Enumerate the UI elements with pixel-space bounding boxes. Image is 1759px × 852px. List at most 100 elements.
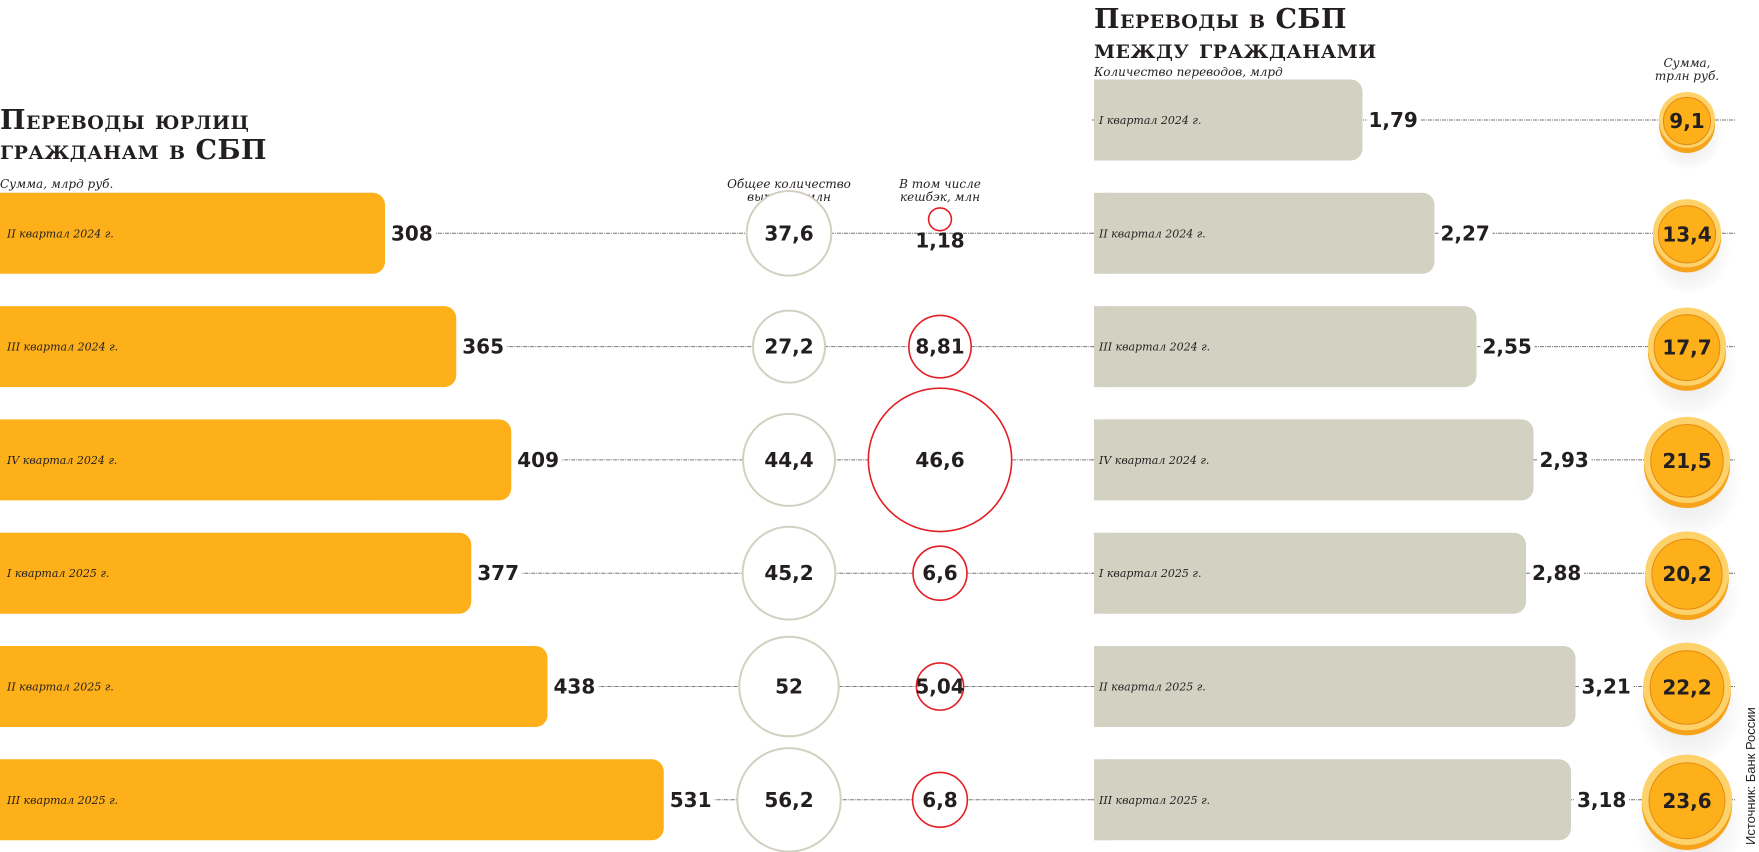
bar-value-label: 3,21 [1582, 675, 1631, 699]
value-label-bg [515, 447, 562, 472]
bar-category-label: III квартал 2025 г. [1098, 794, 1210, 807]
value-label-bg [389, 221, 435, 246]
title-line: Переводы в СБП [1094, 4, 1347, 35]
coin-face [1648, 762, 1726, 840]
cashback-bubble [927, 207, 953, 232]
value-label-bg [460, 334, 507, 359]
bar-left-edge [1094, 532, 1108, 614]
bar [0, 759, 664, 841]
value-label-bg [1579, 674, 1634, 699]
bar [1094, 419, 1534, 501]
total-payments-value: 27,2 [764, 335, 813, 359]
bar-value-label: 308 [391, 221, 433, 245]
bar-left-edge [1094, 306, 1108, 388]
coin-value: 21,5 [1662, 449, 1711, 473]
coin-face [1662, 96, 1712, 146]
title-line: гражданам в СБП [0, 135, 268, 166]
bar-left-edge [1094, 79, 1108, 161]
bar-category-label: I квартал 2024 г. [1098, 114, 1201, 127]
total-payments-value: 37,6 [764, 221, 813, 245]
bar-value-label: 438 [554, 675, 596, 699]
bar-category-label: III квартал 2024 г. [1098, 341, 1210, 354]
right-chart-title: Переводы в СБП между гражданами [1094, 5, 1377, 65]
bar-value-label: 531 [670, 788, 712, 812]
total-payments-value: 45,2 [764, 561, 813, 585]
value-label-bg [667, 787, 714, 812]
bar-category-label: II квартал 2024 г. [6, 227, 114, 240]
bar [1094, 532, 1526, 614]
cashback-value: 5,04 [915, 675, 964, 699]
coin-face [1657, 205, 1717, 264]
coin-sum-label: Сумма, трлн руб. [1637, 57, 1737, 83]
bar [0, 646, 548, 727]
value-label-bg [1438, 221, 1493, 246]
coin-value: 20,2 [1662, 562, 1711, 586]
cashback-value: 6,6 [922, 561, 957, 585]
value-label-bg [551, 674, 598, 699]
bar-category-label: III квартал 2024 г. [6, 341, 118, 354]
bar-value-label: 1,79 [1369, 108, 1418, 132]
title-line: между гражданами [1094, 34, 1377, 65]
bar [0, 532, 472, 614]
cashback-value: 46,6 [915, 448, 964, 472]
bar [1094, 646, 1576, 727]
coin-value: 23,6 [1662, 789, 1711, 813]
total-payments-bubble [752, 309, 826, 384]
cashback-bubble [908, 314, 972, 379]
coin-face [1651, 538, 1723, 610]
bar-category-label: III квартал 2025 г. [6, 794, 118, 807]
bar-value-label: 2,93 [1540, 448, 1589, 472]
label-line: В том числе [899, 177, 981, 191]
value-label-bg [1575, 787, 1629, 812]
bar-left-edge [1094, 759, 1108, 841]
source-note: Источник: Банк России [1743, 707, 1758, 845]
bar-category-label: IV квартал 2024 г. [6, 454, 117, 467]
bar-value-label: 2,27 [1441, 221, 1490, 245]
value-label-bg [475, 561, 522, 586]
bar-value-label: 2,88 [1532, 561, 1581, 585]
total-payments-bubble [742, 412, 836, 507]
bar [0, 192, 385, 274]
bar [0, 419, 512, 501]
bar-value-label: 409 [517, 448, 559, 472]
bar-left-edge [1094, 192, 1108, 274]
cashback-bubble [915, 662, 965, 711]
cashback-bubble [867, 387, 1013, 533]
cashback-value: 6,8 [922, 788, 957, 812]
bar-value-label: 377 [477, 561, 519, 585]
left-chart-title: Переводы юрлиц гражданам в СБП [0, 106, 267, 166]
cashback-value: 8,81 [915, 335, 964, 359]
total-payments-value: 44,4 [764, 448, 813, 472]
bar-left-edge [1094, 419, 1108, 501]
bar-category-label: IV квартал 2024 г. [1098, 454, 1209, 467]
coin-value: 22,2 [1662, 676, 1711, 700]
cashback-label: В том числе кешбэк, млн [870, 178, 1010, 204]
bar [1094, 759, 1571, 841]
total-payments-bubble [745, 189, 833, 277]
value-label-bg [1366, 108, 1421, 132]
label-line: кешбэк, млн [900, 190, 980, 204]
bar-value-label: 2,55 [1483, 335, 1532, 359]
cashback-value: 1,18 [915, 228, 964, 252]
bar-category-label: II квартал 2024 г. [1098, 227, 1206, 240]
label-line: Сумма, [1663, 56, 1711, 70]
label-line: Общее количество [727, 177, 851, 191]
bar-category-label: II квартал 2025 г. [1098, 681, 1206, 694]
title-line: Переводы юрлиц [0, 105, 250, 136]
bar-category-label: II квартал 2025 г. [6, 681, 114, 694]
bar-left-edge [1094, 646, 1108, 727]
total-payments-value: 52 [775, 675, 803, 699]
cashback-bubble [912, 545, 968, 601]
bar-category-label: I квартал 2025 г. [6, 567, 109, 580]
value-label-bg [1530, 561, 1584, 586]
total-payments-bubble [738, 635, 840, 738]
bar-category-label: I квартал 2025 г. [1098, 567, 1201, 580]
coin-face [1649, 650, 1725, 725]
total-payments-value: 56,2 [764, 788, 813, 812]
coin-value: 17,7 [1662, 336, 1711, 360]
bar [0, 306, 457, 388]
bar [1094, 306, 1477, 388]
value-label-bg [1537, 447, 1592, 472]
bar-value-label: 3,18 [1577, 788, 1626, 812]
